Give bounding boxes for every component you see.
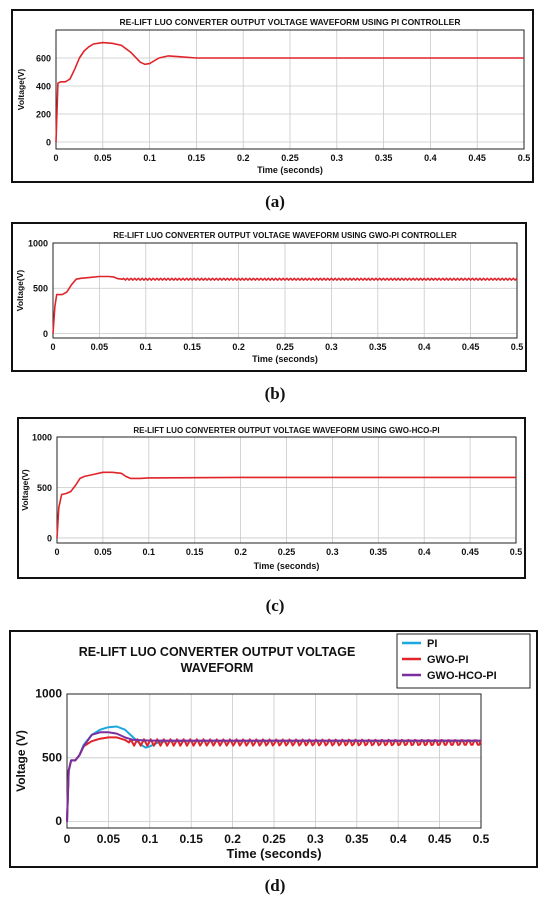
x-tick-label: 0.1 — [143, 547, 156, 557]
chart-title: RE-LIFT LUO CONVERTER OUTPUT VOLTAGE — [79, 645, 356, 659]
x-tick-label: 0.2 — [232, 342, 245, 352]
x-tick-label: 0.45 — [461, 547, 479, 557]
x-tick-label: 0.25 — [278, 547, 296, 557]
chart-panel-c: 0 0.05 0.1 0.15 0.2 0.25 0.3 0.35 0.4 0.45 0.5 0 500… — [17, 417, 526, 579]
caption-b: (b) — [264, 384, 286, 403]
y-tick-label: 500 — [33, 284, 48, 294]
y-axis-label: Voltage(V) — [16, 69, 26, 111]
y-tick-label: 400 — [36, 82, 51, 92]
y-tick-label: 500 — [37, 483, 52, 493]
y-tick-label: 600 — [36, 54, 51, 64]
x-tick-label: 0.4 — [390, 832, 407, 846]
x-tick-label: 0.45 — [462, 342, 480, 352]
x-tick-label: 0.3 — [326, 547, 339, 557]
x-tick-label: 0.1 — [140, 342, 153, 352]
plot-frame — [56, 436, 517, 544]
y-tick-label: 0 — [46, 138, 51, 148]
chart-panel-b: 0 0.05 0.1 0.15 0.2 0.25 0.3 0.35 0.4 0.45 0.5 0 500… — [11, 222, 527, 372]
x-tick-label: 0.25 — [281, 153, 299, 163]
x-tick-label: 0.35 — [369, 342, 387, 352]
x-tick-label: 0.4 — [424, 153, 437, 163]
legend-label: GWO-HCO-PI — [427, 670, 497, 682]
y-tick-label: 1000 — [32, 433, 52, 443]
x-tick-label: 0 — [54, 547, 59, 557]
x-tick-label: 0.35 — [345, 832, 369, 846]
x-tick-label: 0.3 — [331, 153, 344, 163]
x-tick-label: 0.25 — [262, 832, 286, 846]
x-tick-label: 0.3 — [325, 342, 338, 352]
x-tick-label: 0.35 — [370, 547, 388, 557]
chart-title: RE-LIFT LUO CONVERTER OUTPUT VOLTAGE WAV… — [113, 231, 457, 240]
y-tick-label: 0 — [47, 533, 52, 543]
x-tick-label: 0.15 — [180, 832, 204, 846]
x-tick-label: 0.4 — [418, 547, 431, 557]
x-tick-label: 0 — [53, 153, 58, 163]
x-tick-label: 0.45 — [468, 153, 486, 163]
x-axis-label: Time (seconds) — [254, 561, 320, 571]
series-line — [52, 275, 518, 334]
series-line — [56, 471, 516, 539]
y-axis-label: Voltage(V) — [15, 270, 25, 312]
x-tick-label: 0.25 — [276, 342, 294, 352]
y-tick-label: 200 — [36, 110, 51, 120]
chart-title-line2: WAVEFORM — [181, 661, 254, 675]
x-tick-label: 0.05 — [94, 547, 112, 557]
chart-panel-a: 0 0.05 0.1 0.15 0.2 0.25 0.3 0.35 0.4 0.45 0.5 0 200… — [11, 9, 534, 183]
y-axis-label: Voltage(V) — [20, 469, 30, 511]
x-tick-label: 0.15 — [183, 342, 201, 352]
plot-frame — [55, 29, 525, 150]
series-line — [55, 41, 524, 143]
x-tick-label: 0.2 — [224, 832, 241, 846]
y-tick-label: 0 — [43, 329, 48, 339]
x-tick-label: 0.1 — [141, 832, 158, 846]
series-line-gwo-pi — [66, 736, 482, 822]
x-tick-label: 0.15 — [186, 547, 204, 557]
x-axis-label: Time (seconds) — [252, 354, 318, 364]
chart-b: 0 0.05 0.1 0.15 0.2 0.25 0.3 0.35 0.4 0.45 0.5 0 500… — [15, 231, 524, 364]
x-tick-label: 0.05 — [97, 832, 121, 846]
x-tick-label: 0 — [50, 342, 55, 352]
plot-frame — [66, 693, 482, 829]
y-tick-label: 1000 — [35, 687, 62, 701]
y-tick-label: 0 — [55, 814, 62, 828]
x-tick-label: 0.45 — [428, 832, 452, 846]
x-tick-label: 0.5 — [511, 342, 524, 352]
chart-d: 0 0.05 0.1 0.15 0.2 0.25 0.3 0.35 0.4 0.45 0.5 0 500… — [14, 633, 531, 861]
x-tick-label: 0.35 — [375, 153, 393, 163]
caption-a: (a) — [265, 192, 285, 211]
x-tick-label: 0.5 — [473, 832, 490, 846]
x-tick-label: 0.5 — [510, 547, 523, 557]
x-tick-label: 0.2 — [237, 153, 250, 163]
x-tick-label: 0 — [64, 832, 71, 846]
x-tick-label: 0.1 — [143, 153, 156, 163]
chart-a: 0 0.05 0.1 0.15 0.2 0.25 0.3 0.35 0.4 0.45 0.5 0 200… — [16, 17, 531, 175]
chart-c: 0 0.05 0.1 0.15 0.2 0.25 0.3 0.35 0.4 0.45 0.5 0 500… — [20, 426, 523, 571]
y-tick-label: 1000 — [28, 239, 48, 249]
plot-frame — [52, 242, 518, 339]
caption-d: (d) — [264, 876, 286, 895]
series-line-gwo-hco-pi — [66, 731, 481, 822]
x-tick-label: 0.3 — [307, 832, 324, 846]
x-axis-label: Time (seconds) — [226, 846, 321, 861]
legend-label: GWO-PI — [427, 654, 469, 666]
y-axis-label: Voltage (V) — [14, 730, 28, 792]
x-tick-label: 0.4 — [418, 342, 431, 352]
chart-title: RE-LIFT LUO CONVERTER OUTPUT VOLTAGE WAV… — [133, 426, 439, 435]
legend-label: PI — [427, 638, 437, 650]
chart-title: RE-LIFT LUO CONVERTER OUTPUT VOLTAGE WAV… — [120, 17, 461, 27]
x-tick-label: 0.15 — [188, 153, 206, 163]
x-tick-label: 0.05 — [94, 153, 112, 163]
x-tick-label: 0.05 — [91, 342, 109, 352]
y-tick-label: 500 — [42, 750, 62, 764]
legend-box — [396, 633, 531, 689]
caption-c: (c) — [265, 596, 285, 615]
chart-panel-d: 0 0.05 0.1 0.15 0.2 0.25 0.3 0.35 0.4 0.45 0.5 0 500… — [9, 630, 538, 868]
x-axis-label: Time (seconds) — [257, 165, 323, 175]
x-tick-label: 0.2 — [234, 547, 247, 557]
x-tick-label: 0.5 — [518, 153, 531, 163]
